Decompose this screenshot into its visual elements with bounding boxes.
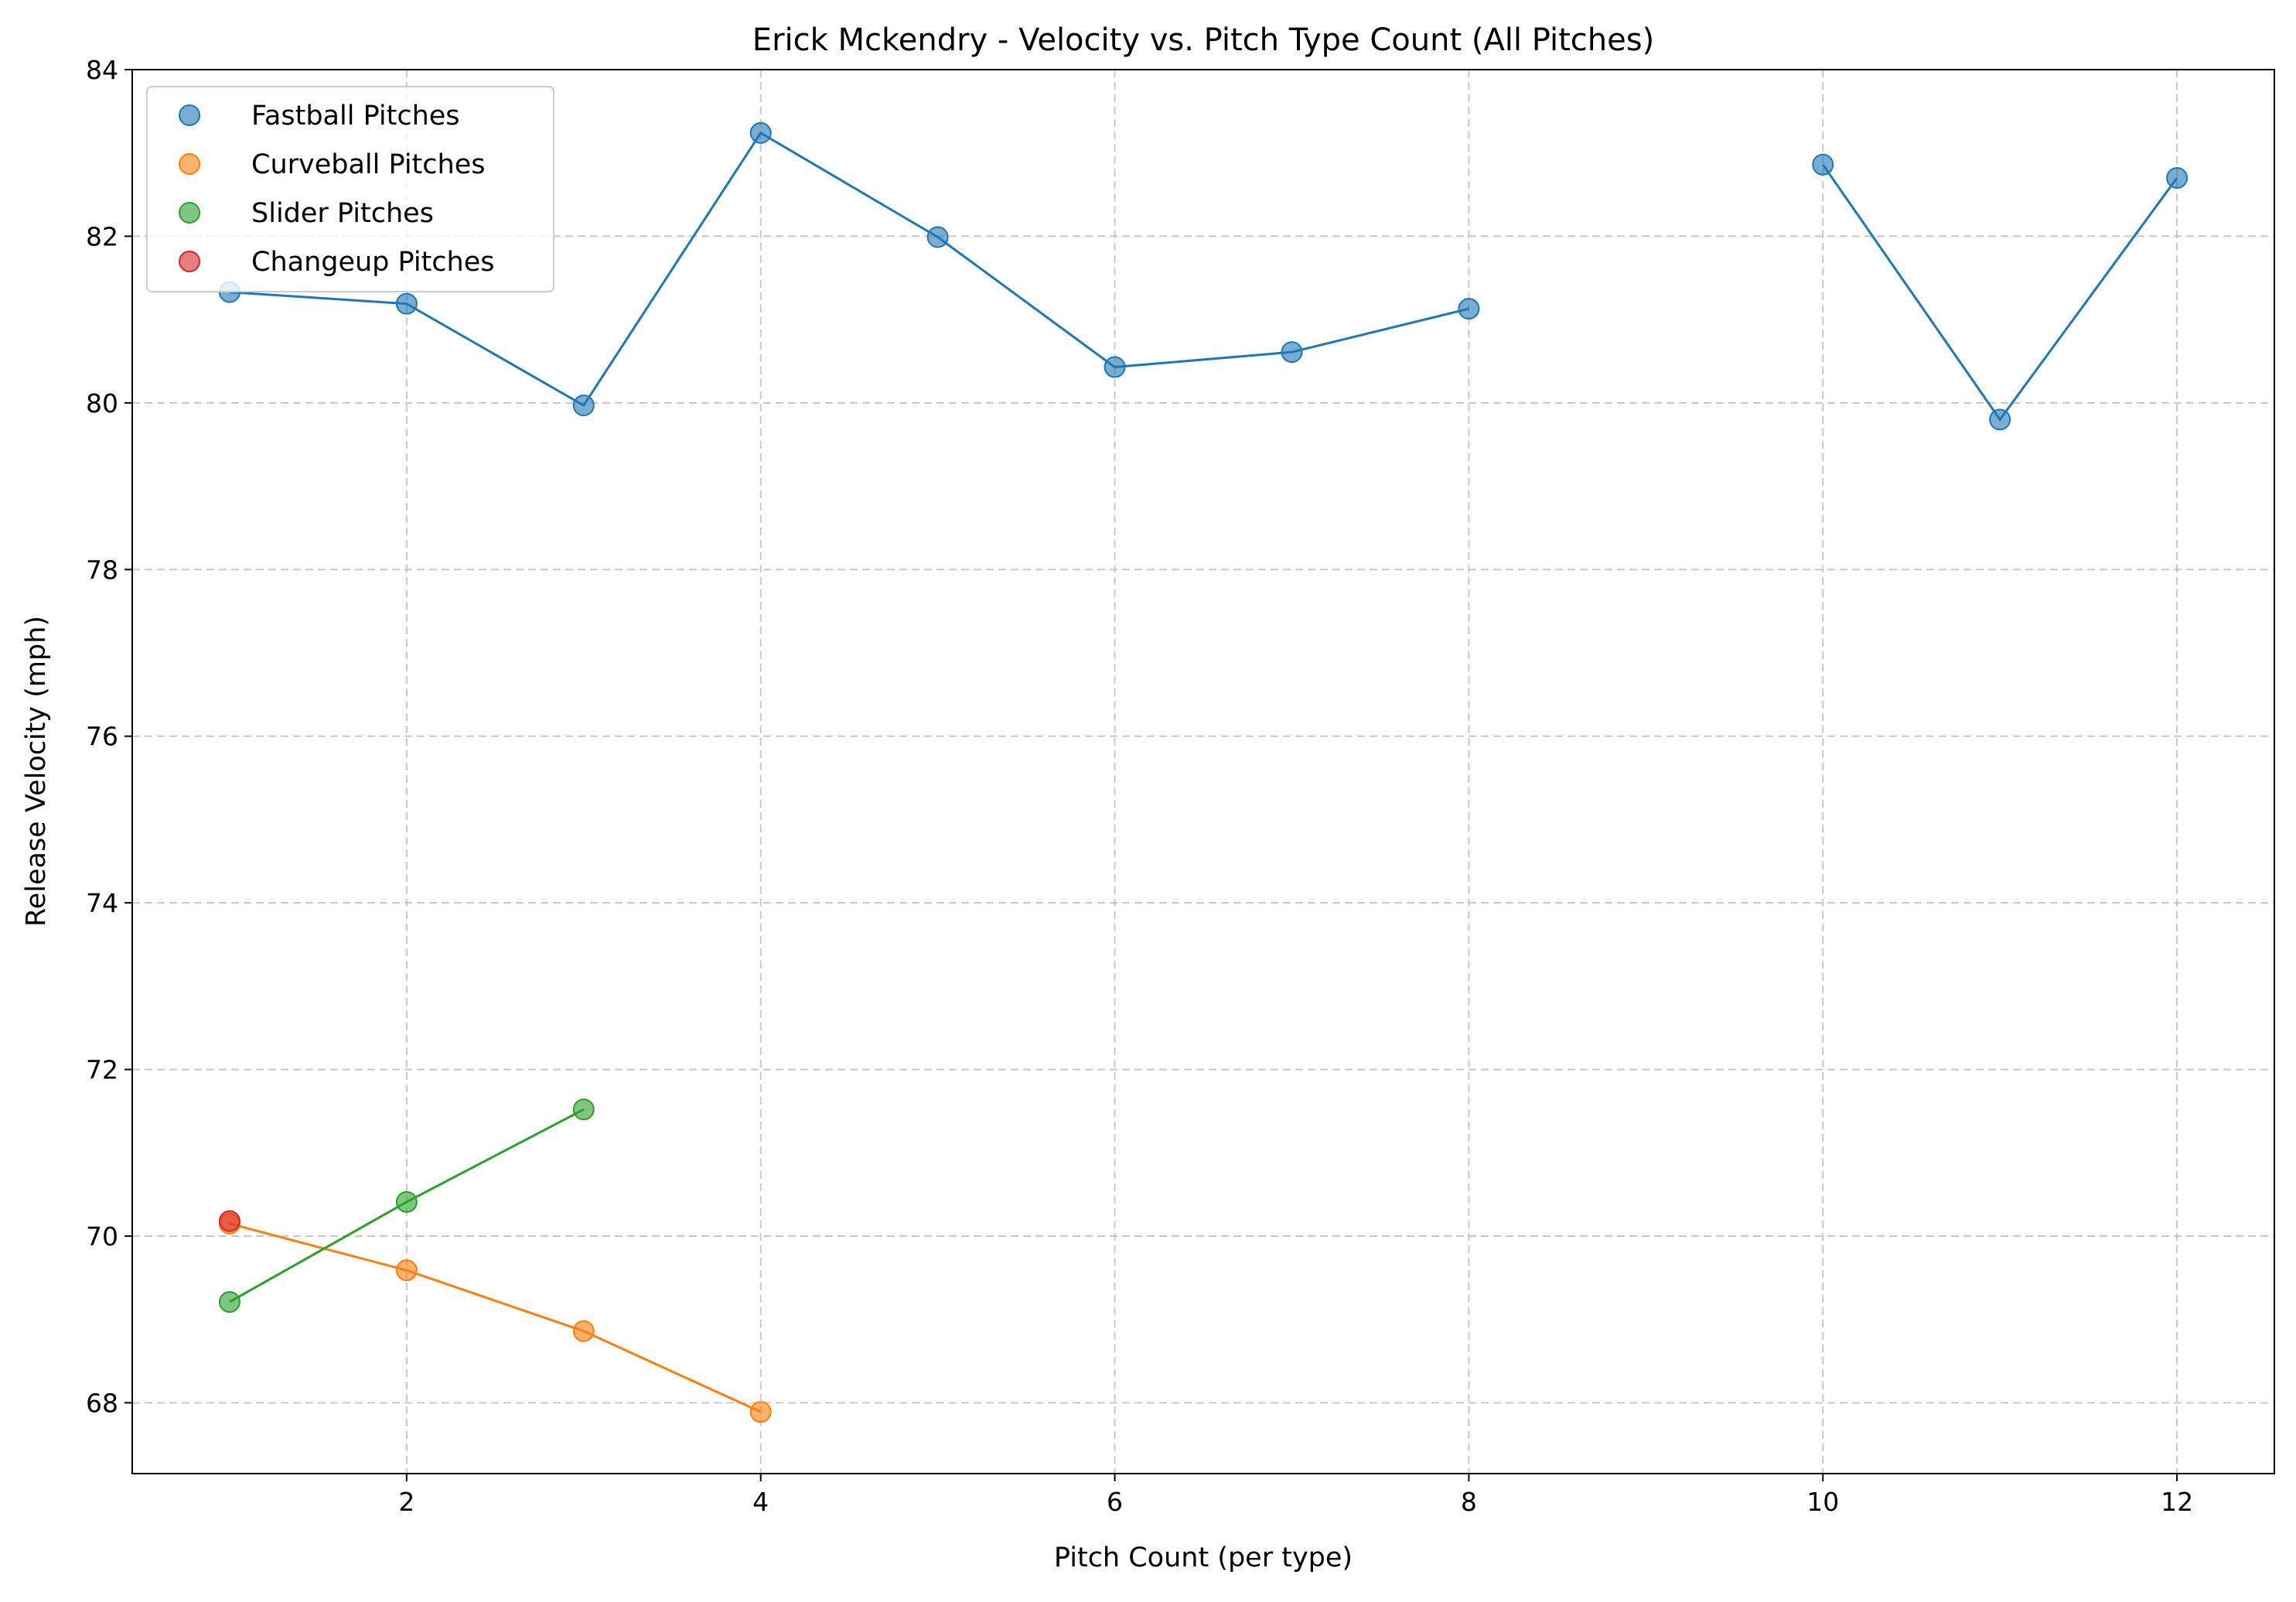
plot-frame <box>131 69 2275 1474</box>
legend-label: Curveball Pitches <box>251 149 485 180</box>
series-line <box>229 1222 762 1413</box>
y-axis-label: Release Velocity (mph) <box>21 616 52 927</box>
x-tick-label: 2 <box>398 1487 415 1517</box>
data-point <box>1281 341 1303 364</box>
data-point <box>1104 356 1126 378</box>
data-point <box>572 1320 595 1342</box>
y-tick-label: 82 <box>86 221 118 251</box>
y-tick-label: 80 <box>86 388 118 418</box>
data-point <box>1458 298 1480 320</box>
data-point <box>926 226 949 248</box>
data-point <box>218 1291 241 1313</box>
legend-marker <box>179 251 200 272</box>
series-changeup-pitches <box>218 1210 241 1232</box>
legend: Fastball Pitches Curveball Pitches Slider … <box>146 86 554 292</box>
legend-label: Slider Pitches <box>251 198 434 229</box>
y-tick-label: 72 <box>86 1055 118 1085</box>
legend-label: Changeup Pitches <box>251 247 495 278</box>
data-point <box>395 1190 418 1213</box>
data-point <box>572 1098 595 1121</box>
x-tick-label: 6 <box>1107 1487 1123 1517</box>
data-point <box>218 1210 241 1232</box>
y-tick-label: 78 <box>86 555 118 585</box>
x-tick-label: 12 <box>2161 1487 2193 1517</box>
x-tick-label: 10 <box>1806 1487 1839 1517</box>
y-tick-label: 74 <box>86 888 118 918</box>
legend-marker <box>179 153 200 175</box>
legend-label: Fastball Pitches <box>251 101 460 132</box>
data-point <box>1989 408 2011 431</box>
legend-marker <box>179 202 200 224</box>
x-axis-label: Pitch Count (per type) <box>1054 1542 1353 1573</box>
data-point <box>749 121 772 144</box>
series-line <box>229 131 1469 408</box>
y-tick-label: 68 <box>86 1388 118 1418</box>
x-tick-label: 8 <box>1461 1487 1477 1517</box>
data-point <box>1812 153 1834 176</box>
chart-title: Erick Mckendry - Velocity vs. Pitch Type… <box>752 22 1654 58</box>
y-tick-label: 84 <box>86 55 118 85</box>
data-point <box>395 292 418 315</box>
legend-box <box>146 86 554 292</box>
data-point <box>749 1401 772 1423</box>
grid <box>132 69 2274 1474</box>
x-tick-label: 4 <box>752 1487 769 1517</box>
legend-marker <box>179 104 200 126</box>
data-point <box>2166 167 2189 190</box>
data-point <box>395 1259 418 1282</box>
y-tick-label: 76 <box>86 722 118 752</box>
series-slider-pitches <box>218 1098 595 1313</box>
data-point <box>572 395 595 417</box>
y-tick-label: 70 <box>86 1221 118 1252</box>
